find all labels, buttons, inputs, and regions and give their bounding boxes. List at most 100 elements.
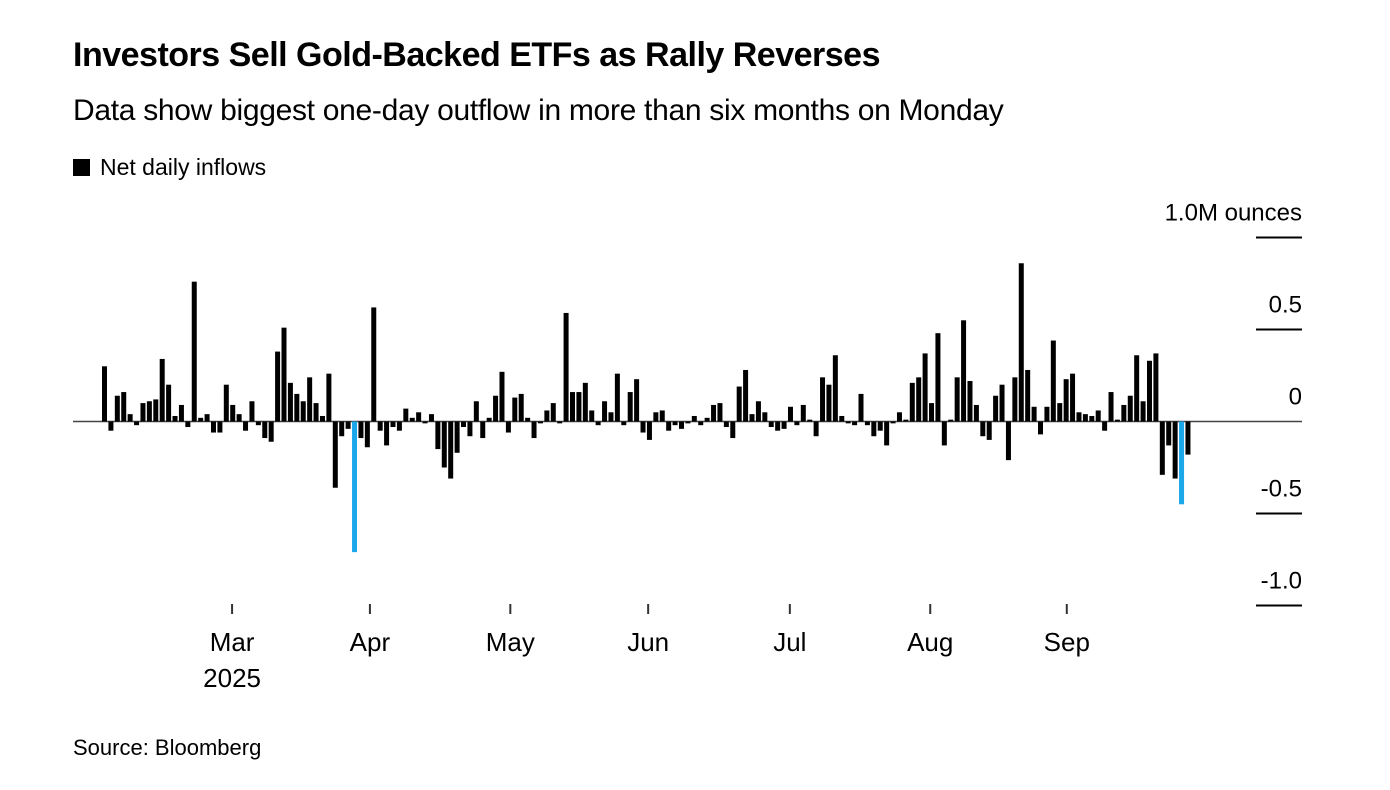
bar-net-daily-inflow — [1082, 414, 1088, 422]
bar-net-daily-inflow — [903, 419, 909, 422]
bar-net-daily-inflow — [736, 386, 742, 422]
bar-net-daily-inflow — [589, 410, 595, 422]
chart-subtitle: Data show biggest one-day outflow in mor… — [73, 94, 1004, 127]
bar-net-daily-inflow — [634, 379, 640, 422]
bar-net-daily-inflow — [1172, 421, 1178, 479]
bar-net-daily-inflow — [236, 414, 242, 422]
bar-net-daily-inflow — [717, 403, 723, 422]
bar-net-daily-inflow — [454, 421, 460, 453]
y-axis-label: 1.0M ounces — [1165, 200, 1302, 227]
bar-net-daily-inflow — [826, 384, 832, 422]
bar-net-daily-inflow — [1102, 421, 1108, 431]
bar-net-daily-inflow — [287, 382, 293, 422]
bar-net-daily-inflow — [121, 392, 127, 422]
bar-net-daily-inflow — [800, 404, 806, 422]
bar-net-daily-inflow — [345, 421, 351, 429]
bar-net-daily-inflow — [1050, 340, 1056, 422]
bar-net-daily-inflow — [1044, 406, 1050, 422]
chart-title: Investors Sell Gold-Backed ETFs as Rally… — [73, 36, 881, 74]
bar-net-daily-inflow — [1114, 419, 1120, 422]
bar-net-daily-inflow — [557, 421, 563, 424]
bar-net-daily-inflow — [646, 421, 652, 440]
legend-swatch-icon — [73, 159, 90, 176]
y-axis-label: 0.5 — [1269, 292, 1302, 319]
bar-net-daily-inflow — [198, 417, 204, 422]
bar-net-daily-inflow — [217, 421, 223, 433]
bar-net-daily-inflow — [627, 392, 633, 422]
bar-net-daily-inflow — [525, 417, 531, 422]
bar-net-daily-inflow — [711, 404, 717, 422]
bar-net-daily-inflow — [1038, 421, 1044, 435]
bar-net-daily-inflow — [986, 421, 992, 440]
bar-net-daily-inflow — [191, 281, 197, 422]
bar-net-daily-inflow — [1121, 404, 1127, 422]
bar-net-daily-inflow — [621, 421, 627, 426]
bar-net-daily-inflow — [614, 373, 620, 422]
bar-net-daily-inflow — [973, 404, 979, 422]
bar-net-daily-inflow — [371, 307, 377, 422]
bar-net-daily-inflow — [1070, 373, 1076, 422]
x-axis-month-label: Jun — [627, 627, 669, 657]
bar-net-daily-inflow — [461, 421, 467, 428]
bar-net-daily-inflow — [743, 369, 749, 422]
bar-net-daily-inflow — [275, 351, 281, 422]
bar-net-daily-inflow — [416, 412, 422, 422]
bar-net-daily-inflow — [486, 417, 492, 422]
bar-net-daily-inflow — [602, 401, 608, 422]
bar-net-daily-inflow — [550, 403, 556, 422]
bar-net-daily-inflow — [864, 421, 870, 426]
bar-net-daily-inflow — [1127, 395, 1133, 422]
bar-net-daily-inflow — [980, 421, 986, 437]
bar-net-daily-inflow — [1057, 403, 1063, 422]
bar-net-daily-inflow — [698, 421, 704, 426]
bar-net-daily-inflow — [608, 412, 614, 422]
bar-net-daily-inflow — [755, 401, 761, 422]
bar-net-daily-inflow — [448, 421, 454, 479]
bar-net-daily-inflow — [890, 421, 896, 424]
bar-net-daily-inflow — [563, 312, 569, 422]
bar-net-daily-inflow — [249, 401, 255, 422]
bar-net-daily-inflow — [1095, 410, 1101, 422]
bar-net-daily-inflow — [1005, 421, 1011, 461]
bar-highlighted-outflow — [352, 421, 358, 553]
bar-net-daily-inflow — [364, 421, 370, 448]
y-axis-label: -1.0 — [1261, 568, 1302, 595]
bar-net-daily-inflow — [390, 421, 396, 428]
bar-net-daily-inflow — [281, 327, 287, 422]
bar-net-daily-inflow — [467, 421, 473, 437]
bar-net-daily-inflow — [262, 421, 268, 439]
bar-net-daily-inflow — [749, 414, 755, 422]
bar-net-daily-inflow — [384, 421, 390, 446]
bar-net-daily-inflow — [319, 415, 325, 422]
bar-net-daily-inflow — [704, 417, 710, 422]
bar-net-daily-inflow — [871, 421, 877, 437]
bar-net-daily-inflow — [409, 417, 415, 422]
bar-net-daily-inflow — [537, 421, 543, 424]
bar-net-daily-inflow — [961, 320, 967, 422]
bar-net-daily-inflow — [1063, 379, 1069, 422]
bar-net-daily-inflow — [396, 421, 402, 431]
bar-net-daily-inflow — [326, 373, 332, 422]
bar-net-daily-inflow — [185, 421, 191, 428]
bar-net-daily-inflow — [512, 397, 518, 422]
bar-highlighted-outflow — [1179, 421, 1185, 505]
bar-net-daily-inflow — [691, 415, 697, 422]
bar-net-daily-inflow — [300, 401, 306, 422]
bar-net-daily-inflow — [653, 412, 659, 422]
bar-net-daily-inflow — [1159, 421, 1165, 475]
bar-net-daily-inflow — [102, 366, 107, 422]
bar-net-daily-inflow — [896, 412, 902, 422]
bar-net-daily-inflow — [858, 393, 864, 422]
x-axis-month-label: Jul — [773, 627, 806, 657]
bar-net-daily-inflow — [178, 404, 184, 422]
y-axis-label: 0 — [1289, 384, 1302, 411]
bar-net-daily-inflow — [967, 381, 973, 422]
bar-net-daily-inflow — [768, 421, 774, 428]
bar-net-daily-inflow — [999, 384, 1005, 422]
bar-net-daily-inflow — [243, 421, 249, 431]
bar-net-daily-inflow — [505, 421, 511, 433]
bar-net-daily-inflow — [268, 421, 274, 442]
bar-net-daily-inflow — [127, 414, 133, 422]
bar-net-daily-inflow — [678, 421, 684, 429]
